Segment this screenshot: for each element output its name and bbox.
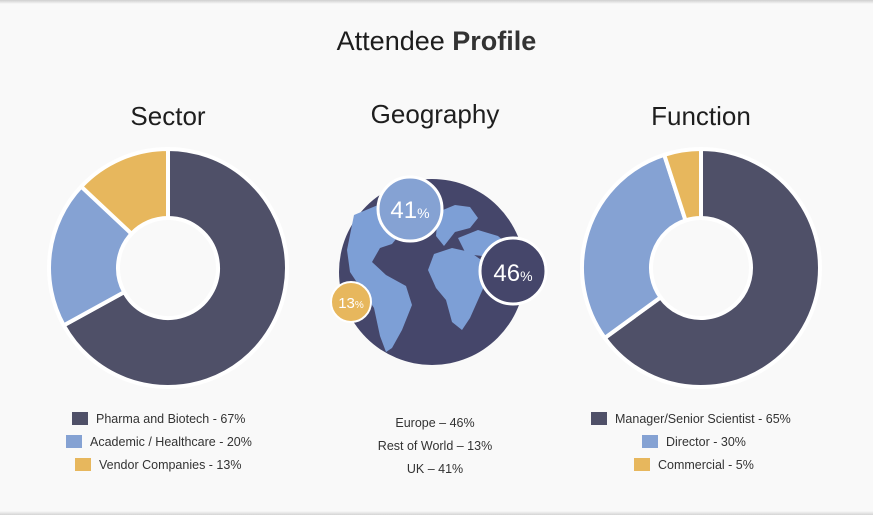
- legend-label: Vendor Companies - 13%: [99, 457, 242, 472]
- legend-item: Manager/Senior Scientist - 65%: [591, 407, 791, 430]
- bottom-edge-shadow: [0, 511, 873, 515]
- geography-chart-title: Geography: [370, 99, 500, 129]
- globe-land-africa: [428, 248, 486, 330]
- legend-item: Commercial - 5%: [634, 453, 791, 476]
- uk-percentage-text: 41%: [390, 197, 429, 224]
- legend-swatch: [75, 458, 91, 471]
- function-slice-3: [662, 147, 703, 223]
- function-donut-chart: [580, 147, 822, 389]
- globe-land-americas: [347, 205, 412, 352]
- sector-donut-chart: [47, 147, 289, 389]
- legend-item: Academic / Healthcare - 20%: [66, 430, 252, 453]
- uk-percentage-bubble: [376, 175, 444, 243]
- legend-label: Commercial - 5%: [658, 457, 754, 472]
- page-title-bold: Profile: [452, 26, 537, 56]
- legend-label: Manager/Senior Scientist - 65%: [615, 411, 791, 426]
- legend-label: UK – 41%: [406, 462, 464, 476]
- legend-item: Vendor Companies - 13%: [75, 453, 252, 476]
- sector-slice-1: [61, 147, 289, 389]
- page-title: Attendee Profile: [0, 26, 873, 57]
- legend-label: Europe – 46%: [395, 416, 475, 430]
- legend-item: Pharma and Biotech - 67%: [72, 407, 252, 430]
- europe-percentage-bubble: [478, 236, 548, 306]
- sector-legend: Pharma and Biotech - 67% Academic / Heal…: [66, 407, 252, 476]
- legend-label: Academic / Healthcare - 20%: [90, 434, 252, 449]
- legend-swatch: [72, 412, 88, 425]
- sector-slice-3: [79, 147, 170, 236]
- globe-land-europe: [436, 205, 478, 246]
- legend-swatch: [591, 412, 607, 425]
- function-chart-title: Function: [651, 101, 751, 131]
- legend-swatch: [66, 435, 82, 448]
- europe-percentage-text: 46%: [493, 260, 532, 287]
- sector-slice-2: [47, 184, 134, 328]
- legend-swatch: [642, 435, 658, 448]
- legend-swatch: [634, 458, 650, 471]
- rest-of-world-percentage-text: 13%: [338, 295, 364, 312]
- legend-label: Rest of World – 13%: [377, 439, 493, 453]
- legend-item: Director - 30%: [642, 430, 791, 453]
- function-legend: Manager/Senior Scientist - 65% Director …: [591, 407, 791, 476]
- page-title-regular: Attendee: [336, 26, 445, 56]
- function-slice-1: [602, 147, 822, 389]
- sector-chart-title: Sector: [130, 101, 206, 131]
- geography-legend: Europe – 46% Rest of World – 13% UK – 41…: [335, 412, 535, 481]
- globe-illustration: 41% 46% 13%: [330, 175, 548, 365]
- rest-of-world-percentage-bubble: [330, 281, 372, 323]
- top-edge-shadow: [0, 0, 873, 4]
- legend-label: Director - 30%: [666, 434, 746, 449]
- function-slice-2: [580, 152, 688, 340]
- legend-label: Pharma and Biotech - 67%: [96, 411, 246, 426]
